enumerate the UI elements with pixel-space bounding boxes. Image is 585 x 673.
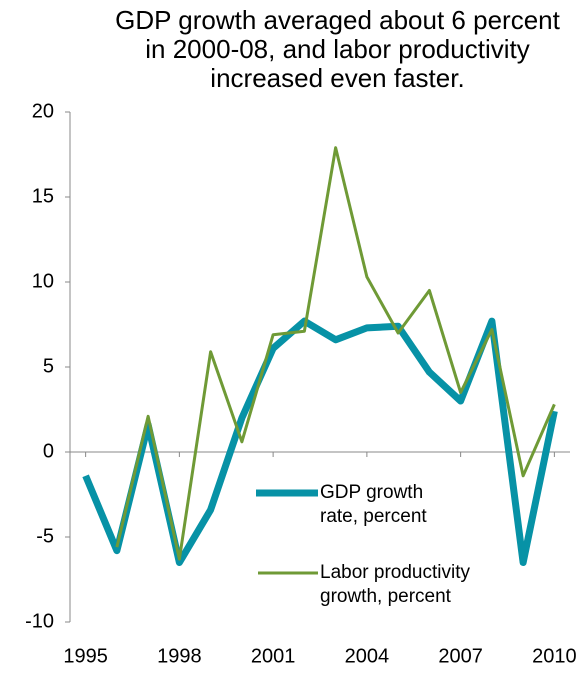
legend-label: GDP growth rate, percent bbox=[320, 482, 427, 527]
x-tick-label: 2007 bbox=[438, 645, 483, 667]
x-tick-label: 1995 bbox=[63, 645, 108, 667]
y-tick-label: 0 bbox=[43, 440, 54, 462]
y-tick-label: 15 bbox=[32, 185, 54, 207]
x-tick-label: 1998 bbox=[157, 645, 202, 667]
x-tick-label: 2004 bbox=[345, 645, 390, 667]
y-tick-label: 20 bbox=[32, 100, 54, 122]
chart-title: GDP growth averaged about 6 percent in 2… bbox=[115, 5, 560, 93]
y-tick-label: -5 bbox=[36, 525, 54, 547]
y-tick-label: 10 bbox=[32, 270, 54, 292]
y-tick-label: -10 bbox=[25, 610, 54, 632]
legend-label: Labor productivity growth, percent bbox=[320, 562, 470, 607]
x-tick-label: 2001 bbox=[251, 645, 296, 667]
x-tick-label: 2010 bbox=[532, 645, 577, 667]
series-line bbox=[115, 146, 556, 561]
y-tick-label: 5 bbox=[43, 355, 54, 377]
